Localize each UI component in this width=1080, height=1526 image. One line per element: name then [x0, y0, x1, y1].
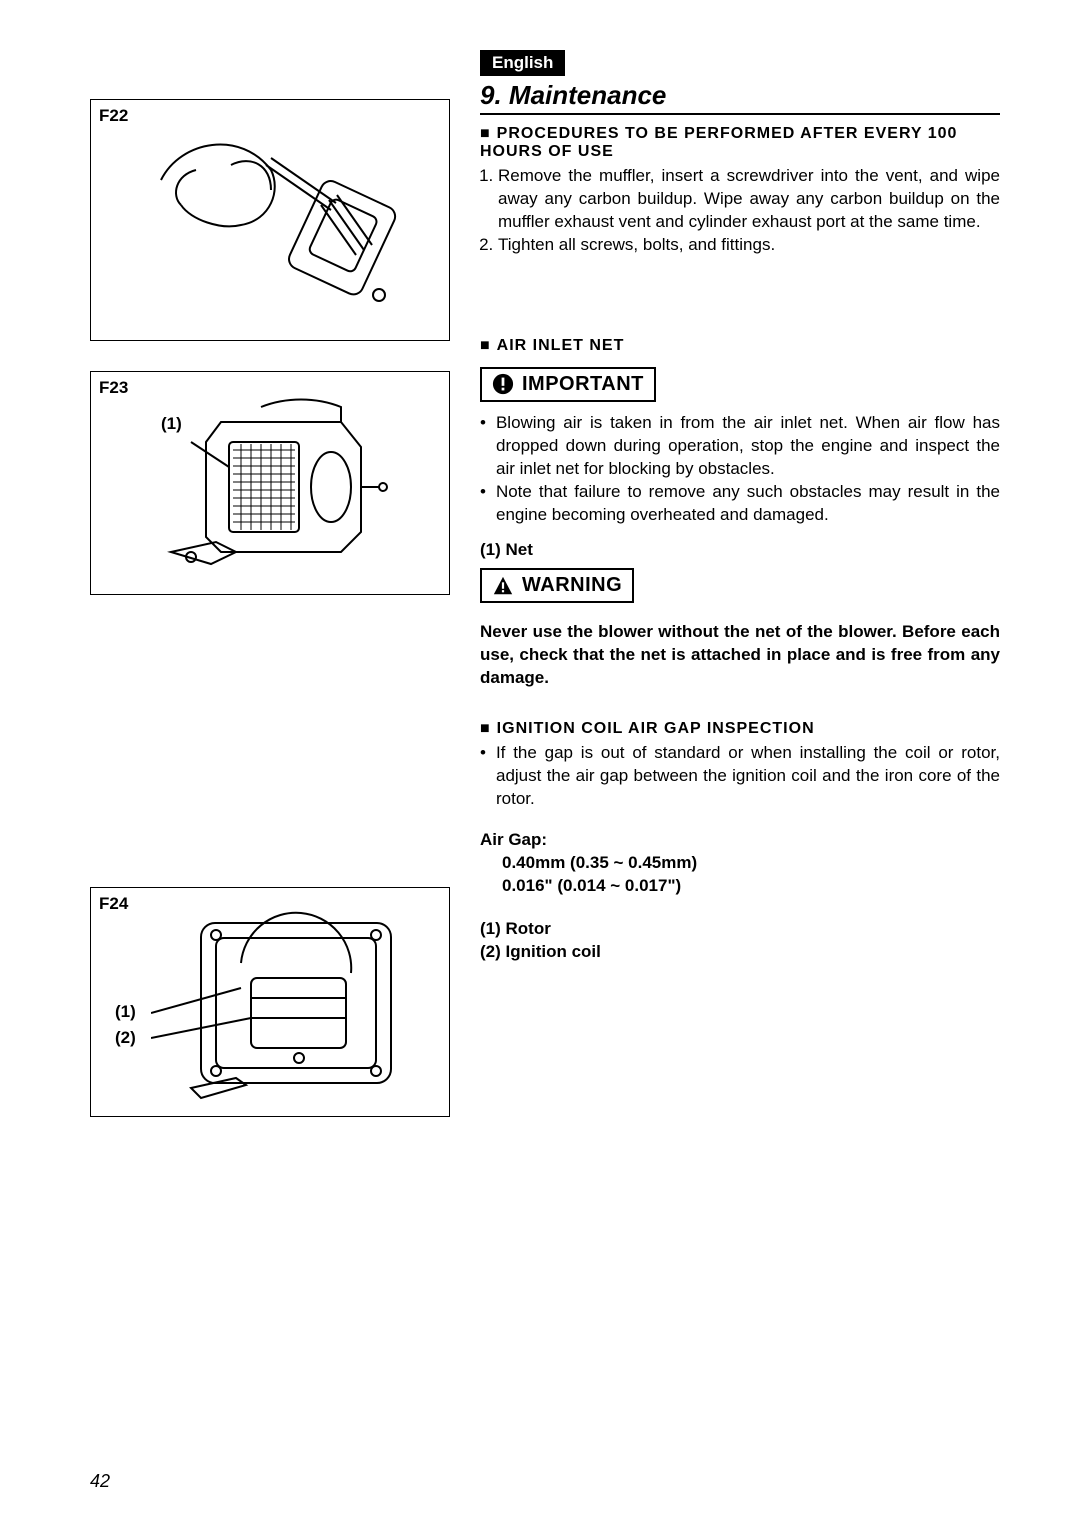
- illustration-f23: [151, 392, 411, 582]
- air-gap-inch: 0.016" (0.014 ~ 0.017"): [480, 875, 1000, 898]
- warning-icon: [492, 575, 514, 597]
- air-gap-block: Air Gap: 0.40mm (0.35 ~ 0.45mm) 0.016" (…: [480, 829, 1000, 898]
- illustration-f22: [121, 110, 421, 320]
- heading-ignition: ■ IGNITION COIL AIR GAP INSPECTION: [480, 720, 1000, 738]
- list-air-inlet: Blowing air is taken in from the air inl…: [480, 412, 1000, 527]
- part-rotor: (1) Rotor: [480, 918, 1000, 941]
- square-bullet-icon: ■: [480, 720, 491, 737]
- page-number: 42: [90, 1471, 110, 1492]
- heading-air-inlet-text: AIR INLET NET: [497, 337, 625, 354]
- list-item: Blowing air is taken in from the air inl…: [480, 412, 1000, 481]
- language-badge: English: [480, 50, 1000, 80]
- figure-f24: F24 (1) (2): [90, 887, 450, 1117]
- list-item: If the gap is out of standard or when in…: [480, 742, 1000, 811]
- list-100-hours: Remove the muffler, insert a screwdriver…: [480, 165, 1000, 257]
- important-box: IMPORTANT: [480, 367, 656, 402]
- list-ignition: If the gap is out of standard or when in…: [480, 742, 1000, 811]
- heading-air-inlet: ■ AIR INLET NET: [480, 337, 1000, 355]
- figure-label-f24: F24: [99, 894, 128, 914]
- figure-column: F22 F23 (1): [90, 50, 450, 1147]
- heading-100-hours-text: PROCEDURES TO BE PERFORMED AFTER EVERY 1…: [480, 125, 957, 160]
- figure-f22: F22: [90, 99, 450, 341]
- warning-text: Never use the blower without the net of …: [480, 621, 1000, 690]
- warning-label: WARNING: [522, 574, 622, 597]
- figure-callout-f24-1: (1): [115, 1002, 136, 1022]
- parts-list: (1) Rotor (2) Ignition coil: [480, 918, 1000, 964]
- list-item: Note that failure to remove any such obs…: [480, 481, 1000, 527]
- warning-box: WARNING: [480, 568, 634, 603]
- figure-callout-f24-2: (2): [115, 1028, 136, 1048]
- figure-f23: F23 (1): [90, 371, 450, 595]
- important-label: IMPORTANT: [522, 373, 644, 396]
- air-gap-label: Air Gap:: [480, 829, 1000, 852]
- text-column: English 9. Maintenance ■PROCEDURES TO BE…: [480, 50, 1000, 1147]
- list-item: Remove the muffler, insert a screwdriver…: [498, 165, 1000, 234]
- square-bullet-icon: ■: [480, 337, 491, 354]
- language-badge-text: English: [480, 50, 565, 76]
- heading-100-hours: ■PROCEDURES TO BE PERFORMED AFTER EVERY …: [480, 125, 1000, 161]
- important-icon: [492, 373, 514, 395]
- illustration-f24: [151, 903, 421, 1103]
- section-title: 9. Maintenance: [480, 80, 1000, 115]
- list-item: Tighten all screws, bolts, and fittings.: [498, 234, 1000, 257]
- square-bullet-icon: ■: [480, 125, 491, 142]
- part-ignition-coil: (2) Ignition coil: [480, 941, 1000, 964]
- figure-label-f23: F23: [99, 378, 128, 398]
- air-gap-mm: 0.40mm (0.35 ~ 0.45mm): [480, 852, 1000, 875]
- heading-ignition-text: IGNITION COIL AIR GAP INSPECTION: [497, 720, 815, 737]
- part-label-net: (1) Net: [480, 540, 1000, 560]
